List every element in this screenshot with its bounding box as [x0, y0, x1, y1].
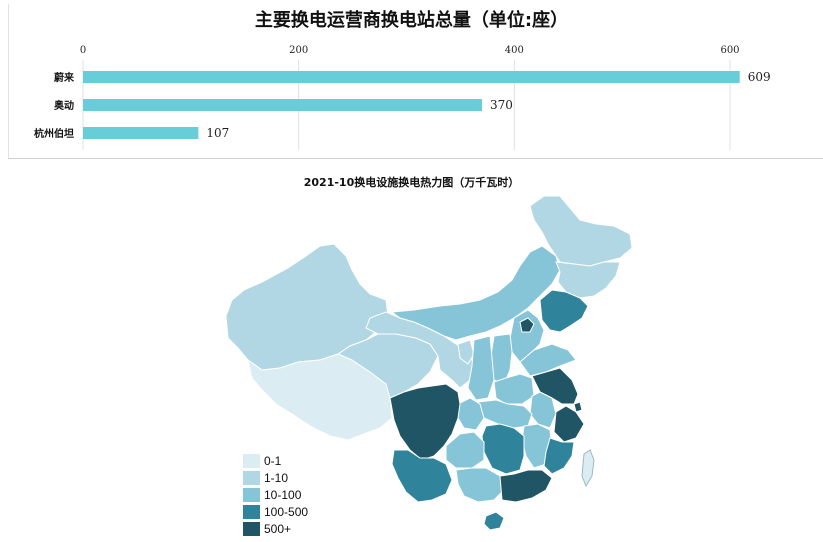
bar-chart-title: 主要换电运营商换电站总量（单位:座）: [254, 10, 569, 31]
region-hunan: [481, 423, 525, 475]
legend-label: 500+: [264, 521, 292, 536]
bar-value-label: 370: [490, 98, 513, 112]
legend-item: 0-1: [243, 452, 308, 469]
bar: [83, 127, 199, 139]
bar-value-label: 609: [748, 70, 771, 84]
region-xizang: [247, 353, 393, 441]
x-tick-label: 200: [289, 45, 308, 56]
legend-item: 100-500: [243, 503, 308, 520]
legend-label: 1-10: [264, 470, 289, 485]
region-neimenggu: [390, 245, 561, 341]
x-tick-label: 400: [505, 45, 524, 56]
legend-swatch: [243, 453, 260, 468]
bar-value-label: 107: [206, 126, 229, 140]
map-legend: 0-1 1-10 10-100 100-500 500+: [243, 452, 308, 537]
region-beijing: [519, 317, 535, 333]
category-label: 蔚来: [54, 71, 75, 84]
x-tick-label: 600: [720, 45, 739, 56]
region-hainan: [483, 511, 505, 531]
bar: [83, 71, 740, 83]
region-yunnan: [391, 449, 453, 503]
region-shaanxi: [467, 335, 495, 401]
region-chongqing: [457, 397, 485, 431]
legend-swatch: [243, 504, 260, 519]
region-sichuan: [389, 383, 461, 461]
region-zhejiang: [553, 405, 585, 443]
legend-label: 0-1: [264, 453, 282, 468]
legend-swatch: [243, 521, 260, 536]
legend-item: 500+: [243, 520, 308, 537]
legend-label: 10-100: [264, 487, 302, 502]
region-guizhou: [445, 431, 485, 469]
region-shanghai: [573, 401, 583, 413]
legend-item: 10-100: [243, 486, 308, 503]
x-tick-label: 0: [80, 45, 86, 56]
region-guangdong: [499, 469, 553, 503]
region-hubei: [477, 399, 533, 429]
region-fujian: [543, 437, 575, 475]
region-ningxia: [457, 339, 475, 365]
legend-swatch: [243, 470, 260, 485]
bar-chart-panel: [8, 4, 823, 159]
legend-swatch: [243, 487, 260, 502]
region-qinghai: [336, 333, 439, 399]
region-taiwan: [581, 449, 595, 488]
bar: [83, 99, 482, 111]
legend-label: 100-500: [264, 504, 309, 519]
legend-item: 1-10: [243, 469, 308, 486]
region-liaoning: [539, 289, 589, 333]
region-jilin: [555, 261, 621, 299]
map-title: 2021-10换电设施换电热力图（万千瓦时）: [303, 176, 520, 189]
region-heilongjiang: [529, 195, 633, 267]
region-guangxi: [455, 467, 505, 503]
category-label: 杭州伯坦: [34, 127, 74, 140]
category-label: 奥动: [54, 99, 74, 112]
